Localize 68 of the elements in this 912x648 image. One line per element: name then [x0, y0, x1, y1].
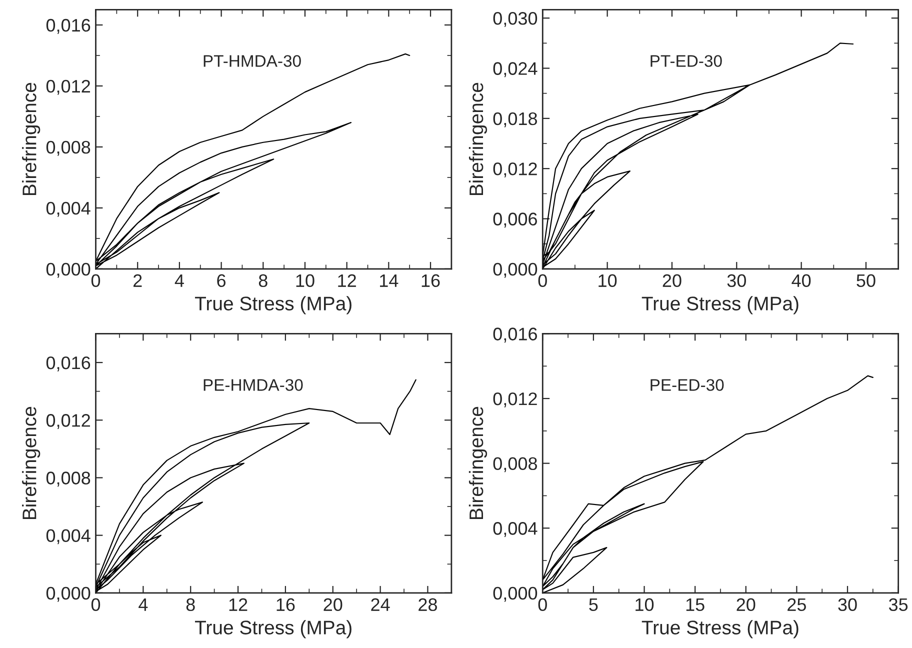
y-tick-label: 0,006 [493, 212, 537, 228]
y-tick-label: 0,012 [46, 80, 90, 95]
x-tick-label: 0 [91, 274, 100, 288]
line-series [96, 53, 410, 269]
x-tick-label: 4 [174, 274, 184, 287]
x-tick-label: 10 [296, 274, 314, 288]
x-tick-label: 8 [258, 274, 268, 288]
annotation: PT-ED-30 [650, 55, 722, 67]
x-tick-label: 15 [686, 598, 704, 612]
y-tick-label: 0,000 [46, 586, 90, 602]
x-tick-label: 30 [727, 274, 746, 288]
x-tick-label: 5 [589, 598, 598, 612]
annotation: PE-ED-30 [650, 379, 724, 391]
y-tick-label: 0,004 [46, 202, 90, 217]
y-axis-title: Birefringence [22, 406, 40, 520]
x-tick-label: 28 [418, 598, 437, 612]
x-tick-label: 25 [788, 598, 806, 612]
x-tick-label: 0 [538, 598, 547, 612]
y-tick-label: 0,012 [493, 162, 537, 178]
x-tick-label: 4 [138, 598, 148, 611]
x-tick-label: 30 [838, 598, 857, 612]
x-tick-label: 35 [888, 598, 908, 612]
x-tick-label: 10 [598, 274, 617, 288]
x-tick-label: 0 [91, 598, 100, 612]
x-tick-label: 14 [380, 274, 398, 287]
x-tick-label: 6 [217, 274, 226, 288]
y-tick-label: 0,008 [493, 457, 537, 472]
y-tick-label: 0,004 [46, 529, 90, 544]
y-axis-title: Birefringence [468, 406, 488, 520]
y-axis-title: Birefringence [22, 82, 40, 196]
x-axis-title: True Stress (MPa) [194, 296, 352, 314]
y-tick-label: 0,012 [493, 392, 537, 408]
y-tick-label: 0,000 [493, 262, 538, 278]
y-tick-label: 0,018 [493, 112, 537, 128]
y-tick-label: 0,000 [493, 586, 538, 602]
x-tick-label: 16 [276, 598, 295, 612]
x-tick-label: 8 [186, 598, 195, 612]
y-tick-label: 0,016 [493, 328, 537, 343]
x-tick-label: 0 [538, 274, 547, 288]
y-tick-label: 0,016 [46, 18, 90, 34]
x-tick-label: 2 [133, 274, 142, 287]
y-tick-label: 0,030 [493, 12, 538, 27]
line-series [96, 379, 416, 593]
x-tick-label: 12 [338, 274, 356, 287]
y-tick-label: 0,016 [46, 356, 90, 372]
y-axis-title: Birefringence [468, 82, 488, 196]
x-tick-label: 20 [324, 598, 342, 612]
x-tick-label: 20 [662, 274, 682, 288]
y-tick-label: 0,008 [46, 140, 90, 156]
x-tick-label: 24 [371, 598, 390, 611]
x-tick-label: 20 [736, 598, 756, 612]
x-axis-title: True Stress (MPa) [642, 296, 798, 314]
x-axis-title: True Stress (MPa) [194, 620, 352, 638]
y-tick-label: 0,012 [46, 414, 90, 429]
y-tick-label: 0,024 [493, 62, 538, 78]
x-tick-label: 50 [856, 274, 876, 288]
x-tick-label: 16 [422, 274, 440, 288]
x-tick-label: 10 [636, 598, 654, 612]
y-tick-label: 0,000 [46, 262, 90, 278]
y-tick-label: 0,004 [493, 522, 538, 537]
annotation: PT-HMDA-30 [204, 55, 301, 67]
x-tick-label: 12 [229, 598, 248, 611]
x-axis-title: True Stress (MPa) [642, 620, 798, 638]
y-tick-label: 0,008 [46, 472, 90, 487]
line-series [542, 42, 854, 269]
annotation: PE-HMDA-30 [204, 379, 303, 391]
x-tick-label: 40 [792, 274, 811, 288]
line-series [542, 375, 874, 593]
